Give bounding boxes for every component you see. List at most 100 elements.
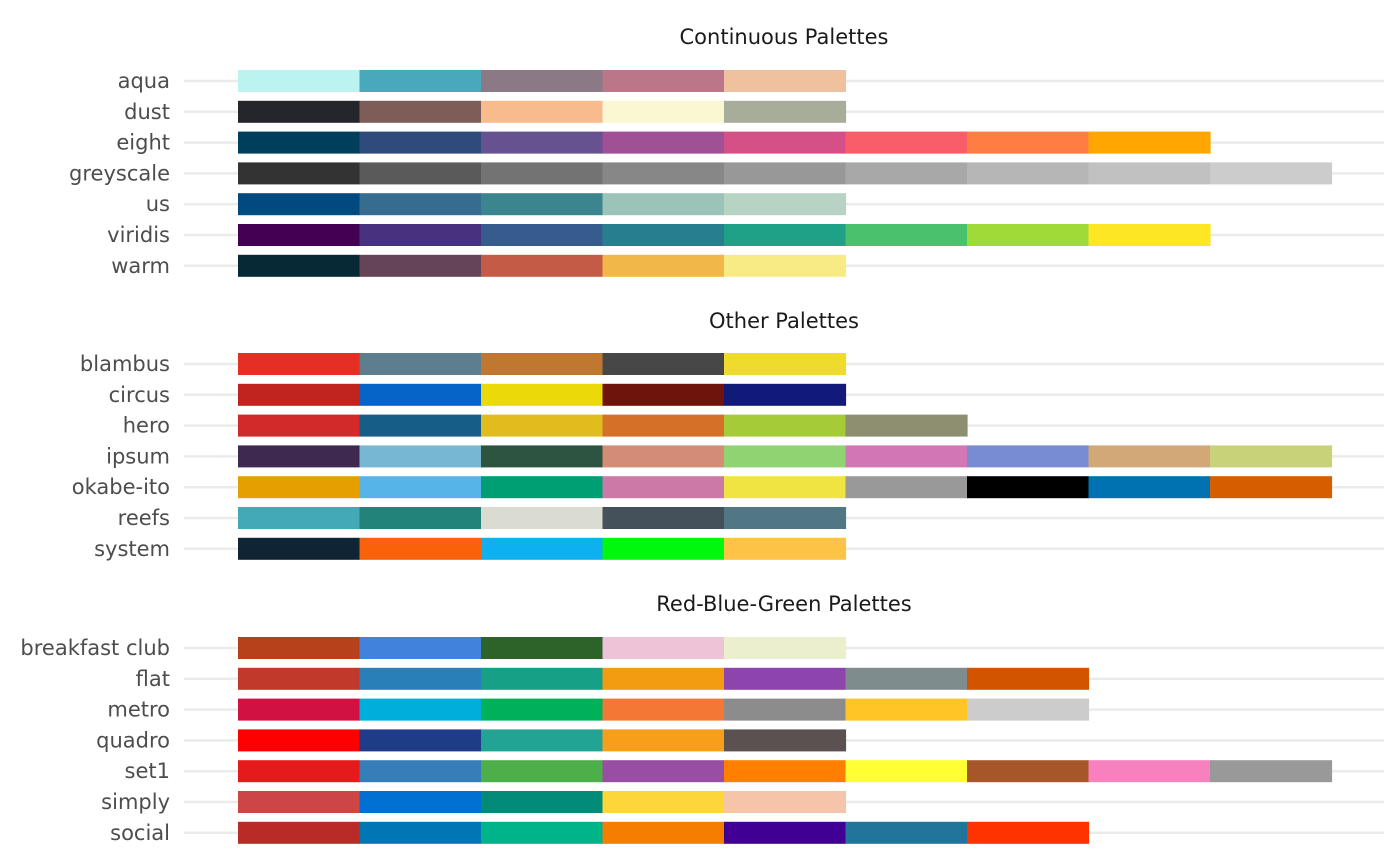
palette-swatch (238, 821, 361, 844)
palette-swatch (724, 791, 847, 813)
palette-swatch (359, 162, 482, 185)
palette-swatch (481, 637, 604, 659)
palette-swatch (238, 791, 361, 813)
palette-swatch (724, 729, 847, 752)
palette-swatch (845, 667, 968, 690)
palette-swatch (602, 698, 725, 721)
palette-row: ipsum (106, 444, 1384, 468)
palette-swatch (359, 224, 482, 246)
palette-label: dust (124, 100, 170, 124)
palette-swatch (1088, 162, 1211, 185)
palette-swatch (1210, 162, 1333, 185)
palette-label: system (94, 537, 170, 561)
palette-swatch (481, 414, 604, 437)
palette-swatch (967, 131, 1090, 154)
palette-swatch (359, 537, 482, 560)
palette-label: simply (101, 790, 170, 814)
palette-swatch (845, 414, 968, 437)
palette-row: system (94, 537, 1384, 561)
palette-swatch (481, 353, 604, 375)
palette-swatch (238, 537, 361, 560)
palette-row: aqua (118, 69, 1384, 93)
palette-label: set1 (125, 759, 170, 783)
palette-row: warm (111, 254, 1384, 278)
palette-swatch (1210, 760, 1333, 783)
palette-swatch (724, 131, 847, 154)
palette-swatch (845, 445, 968, 468)
palette-swatch (359, 637, 482, 659)
palette-panel: Continuous Palettes aqua dust eight greyscal… (69, 25, 1384, 278)
palette-row: reefs (118, 506, 1384, 530)
palette-swatch (481, 224, 604, 246)
panel-title: Other Palettes (709, 309, 859, 333)
palette-swatch (602, 476, 725, 499)
palette-label: circus (109, 383, 170, 407)
palette-swatch (602, 760, 725, 783)
palette-swatch (238, 353, 361, 375)
palette-swatch (967, 476, 1090, 499)
palette-swatch (481, 193, 604, 216)
palette-label: social (110, 821, 170, 845)
palette-row: social (110, 821, 1384, 845)
palette-label: viridis (107, 223, 170, 247)
palette-swatch (1088, 760, 1211, 783)
palette-label: breakfast club (20, 636, 170, 660)
palette-swatch (602, 224, 725, 246)
palette-swatch (724, 821, 847, 844)
palette-swatch (359, 100, 482, 123)
palette-swatch (724, 383, 847, 406)
palette-swatch (967, 698, 1090, 721)
palette-row: greyscale (69, 161, 1384, 185)
palette-swatch (1088, 445, 1211, 468)
palette-row: blambus (80, 352, 1384, 376)
palette-swatch (238, 193, 361, 216)
palette-swatch (238, 760, 361, 783)
palette-swatch (238, 100, 361, 123)
palette-label: quadro (96, 728, 170, 752)
palette-row: set1 (125, 759, 1384, 783)
palette-swatch (359, 821, 482, 844)
palette-swatch (481, 70, 604, 92)
palette-swatch (602, 414, 725, 437)
palette-swatch (724, 224, 847, 246)
palette-label: eight (116, 131, 170, 155)
palette-swatch (845, 131, 968, 154)
palette-swatch (602, 637, 725, 659)
palette-swatch (845, 821, 968, 844)
palette-swatch (238, 70, 361, 92)
palette-swatch (481, 698, 604, 721)
palette-row: simply (101, 790, 1384, 814)
palette-row: viridis (107, 223, 1384, 247)
palette-swatch (481, 729, 604, 752)
panel-title: Continuous Palettes (680, 25, 889, 49)
palette-swatch (359, 70, 482, 92)
palette-swatch (238, 667, 361, 690)
palette-swatch (967, 821, 1090, 844)
palette-row: breakfast club (20, 636, 1384, 660)
palette-swatch (238, 224, 361, 246)
palette-label: ipsum (106, 444, 170, 468)
palette-swatch (602, 445, 725, 468)
palette-swatch (359, 698, 482, 721)
palette-label: flat (136, 667, 170, 691)
palette-swatch (359, 353, 482, 375)
palette-panel: Other Palettes blambus circus hero ipsum okab… (72, 309, 1384, 561)
palette-swatch (602, 667, 725, 690)
palette-swatch (481, 162, 604, 185)
palette-swatch (602, 131, 725, 154)
palette-swatch (359, 193, 482, 216)
palette-swatch (359, 445, 482, 468)
palette-swatch (238, 414, 361, 437)
palette-swatch (724, 162, 847, 185)
palette-label: greyscale (69, 161, 170, 185)
palette-swatch (359, 667, 482, 690)
palette-swatch (359, 254, 482, 277)
palette-row: us (146, 192, 1384, 216)
palette-row: okabe-ito (72, 475, 1384, 499)
palette-swatch (1210, 476, 1333, 499)
palette-swatch (967, 760, 1090, 783)
palette-swatch (845, 760, 968, 783)
palette-swatch (602, 162, 725, 185)
palette-swatch (238, 131, 361, 154)
